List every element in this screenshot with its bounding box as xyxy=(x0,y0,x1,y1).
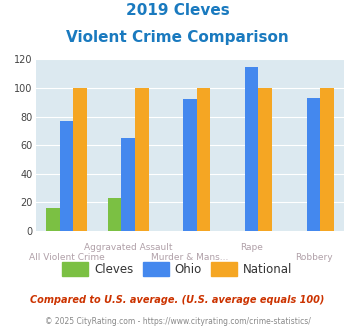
Bar xyxy=(307,98,320,231)
Bar xyxy=(320,88,334,231)
Text: Robbery: Robbery xyxy=(295,253,332,262)
Bar xyxy=(245,67,258,231)
Bar xyxy=(60,121,73,231)
Text: © 2025 CityRating.com - https://www.cityrating.com/crime-statistics/: © 2025 CityRating.com - https://www.city… xyxy=(45,317,310,326)
Text: Violent Crime Comparison: Violent Crime Comparison xyxy=(66,30,289,45)
Bar xyxy=(73,88,87,231)
Text: Compared to U.S. average. (U.S. average equals 100): Compared to U.S. average. (U.S. average … xyxy=(30,295,325,305)
Bar xyxy=(183,99,197,231)
Text: Rape: Rape xyxy=(240,243,263,251)
Text: All Violent Crime: All Violent Crime xyxy=(28,253,104,262)
Bar xyxy=(258,88,272,231)
Legend: Cleves, Ohio, National: Cleves, Ohio, National xyxy=(58,257,297,280)
Text: 2019 Cleves: 2019 Cleves xyxy=(126,3,229,18)
Text: Aggravated Assault: Aggravated Assault xyxy=(84,243,173,251)
Bar xyxy=(46,208,60,231)
Bar xyxy=(108,198,121,231)
Bar xyxy=(135,88,148,231)
Bar xyxy=(121,138,135,231)
Text: Murder & Mans...: Murder & Mans... xyxy=(151,253,229,262)
Bar xyxy=(197,88,210,231)
